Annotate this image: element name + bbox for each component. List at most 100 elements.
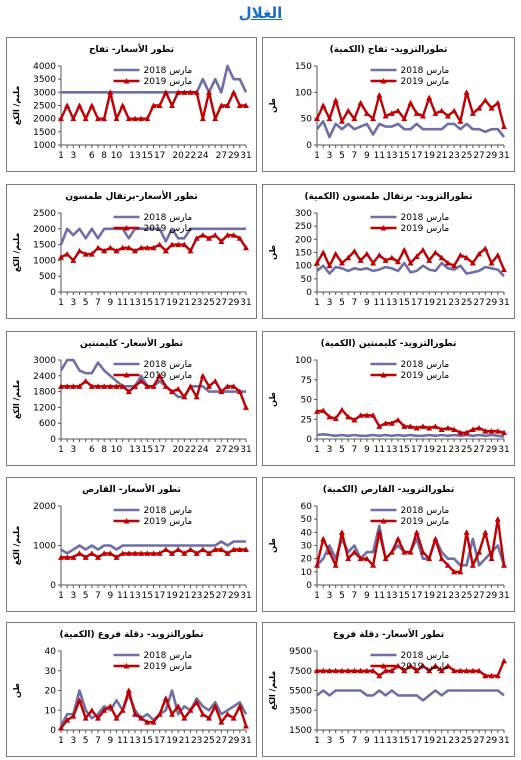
data-point-2019 xyxy=(230,715,237,721)
data-point-2019 xyxy=(175,385,182,392)
data-point-2019 xyxy=(243,244,249,251)
x-tick-label: 15 xyxy=(399,445,410,455)
data-point-2019 xyxy=(407,662,414,669)
legend-marker-2019 xyxy=(123,78,130,84)
data-point-2019 xyxy=(401,549,408,555)
chart-svg: تطورالتزويد- دقلة فروع (الكمية) طن 0 10 20 30… xyxy=(12,630,252,746)
data-point-2019 xyxy=(476,105,483,111)
data-point-2019 xyxy=(376,252,383,258)
legend-label-2019: مارس 2019 xyxy=(144,662,193,672)
legend-label-2018: مارس 2018 xyxy=(401,651,450,661)
data-point-2019 xyxy=(138,115,145,122)
series-line-2018 xyxy=(60,540,246,555)
x-tick-label: 24 xyxy=(197,151,209,161)
data-point-2019 xyxy=(113,715,120,721)
data-point-2019 xyxy=(144,550,151,556)
data-point-2019 xyxy=(351,549,358,555)
x-tick-label: 15 xyxy=(399,298,410,308)
chart-panel-orange-supply: تطورالتزويد- برتقال طمسون (الكمية) طن 0 50 1… xyxy=(262,184,515,319)
data-point-2019 xyxy=(382,555,389,562)
legend-label-2018: مارس 2018 xyxy=(401,66,450,76)
data-point-2019 xyxy=(230,546,237,552)
data-point-2019 xyxy=(125,687,132,693)
data-point-2019 xyxy=(187,383,194,389)
x-tick-label: 13 xyxy=(386,591,397,601)
data-point-2019 xyxy=(388,549,395,555)
data-point-2019 xyxy=(413,253,420,259)
x-tick-label: 1 xyxy=(58,736,64,746)
y-tick-label: 1500 xyxy=(33,128,56,138)
data-point-2019 xyxy=(113,554,120,560)
x-tick-label: 29 xyxy=(228,736,240,746)
data-point-2019 xyxy=(482,672,489,679)
data-point-2019 xyxy=(395,107,402,114)
y-tick-label: 600 xyxy=(39,419,56,429)
data-point-2019 xyxy=(82,251,89,257)
y-tick-label: 250 xyxy=(295,222,312,232)
series-line-2019 xyxy=(315,247,506,271)
legend-marker-2019 xyxy=(380,78,387,84)
data-point-2019 xyxy=(501,123,507,130)
data-point-2019 xyxy=(320,535,327,542)
x-tick-label: 11 xyxy=(374,151,385,161)
y-tick-label: 60 xyxy=(301,502,313,512)
x-tick-label: 15 xyxy=(142,151,153,161)
x-tick-label: 17 xyxy=(411,591,422,601)
chart-panel-apple-prices: تطور الأسعار- تفاح مليم/ الكغ 1000 1500 2000… xyxy=(6,37,257,172)
y-axis-label: طن xyxy=(12,683,21,698)
series-line-2018 xyxy=(59,227,246,246)
data-point-2019 xyxy=(199,232,206,238)
x-tick-label: 17 xyxy=(411,298,422,308)
data-point-2019 xyxy=(444,113,451,119)
data-point-2019 xyxy=(76,697,83,703)
data-point-2019 xyxy=(193,550,200,556)
data-point-2019 xyxy=(376,423,383,429)
y-tick-label: 40 xyxy=(45,647,57,657)
data-point-2019 xyxy=(338,667,345,674)
x-tick-label: 21 xyxy=(436,298,447,308)
data-point-2019 xyxy=(144,719,151,725)
data-point-2019 xyxy=(314,115,320,122)
data-point-2019 xyxy=(144,244,151,251)
data-point-2019 xyxy=(243,546,249,552)
data-point-2019 xyxy=(119,707,126,713)
data-point-2019 xyxy=(357,412,364,418)
y-tick-label: 0 xyxy=(306,435,312,445)
data-point-2019 xyxy=(125,244,132,251)
y-tick-label: 2000 xyxy=(33,502,56,512)
data-point-2019 xyxy=(351,417,358,423)
x-tick-label: 5 xyxy=(83,591,89,601)
data-point-2019 xyxy=(451,107,458,114)
y-tick-label: 1000 xyxy=(33,542,56,552)
data-point-2019 xyxy=(326,262,333,269)
data-point-2019 xyxy=(463,429,470,436)
x-tick-label: 1 xyxy=(58,151,64,161)
data-point-2019 xyxy=(401,423,408,429)
data-point-2019 xyxy=(419,113,426,119)
x-tick-label: 19 xyxy=(423,591,435,601)
y-axis-label: مليم/ الكغ xyxy=(12,233,21,272)
data-point-2019 xyxy=(107,244,114,251)
data-point-2019 xyxy=(463,254,470,261)
series-line-2018 xyxy=(61,64,248,94)
data-point-2019 xyxy=(401,246,408,253)
data-point-2019 xyxy=(345,254,352,261)
data-point-2019 xyxy=(488,260,495,266)
legend-label-2019: مارس 2019 xyxy=(144,517,193,527)
data-point-2019 xyxy=(169,711,175,717)
chart-svg: تطور الأسعار-برتقال طمسون مليم/ الكغ 0 500 1… xyxy=(12,190,252,308)
x-tick-label: 15 xyxy=(142,298,153,308)
y-tick-label: 100 xyxy=(295,88,312,98)
data-point-2019 xyxy=(132,115,138,122)
x-tick-label: 29 xyxy=(228,591,240,601)
data-point-2019 xyxy=(432,535,439,542)
x-tick-label: 31 xyxy=(240,298,251,308)
data-point-2019 xyxy=(407,423,414,429)
data-point-2019 xyxy=(187,546,194,552)
data-point-2019 xyxy=(175,703,182,709)
data-point-2019 xyxy=(363,555,370,562)
legend-marker-2019 xyxy=(123,225,130,231)
data-point-2019 xyxy=(125,115,132,122)
x-tick-label: 15 xyxy=(399,151,410,161)
x-tick-label: 29 xyxy=(486,736,498,746)
